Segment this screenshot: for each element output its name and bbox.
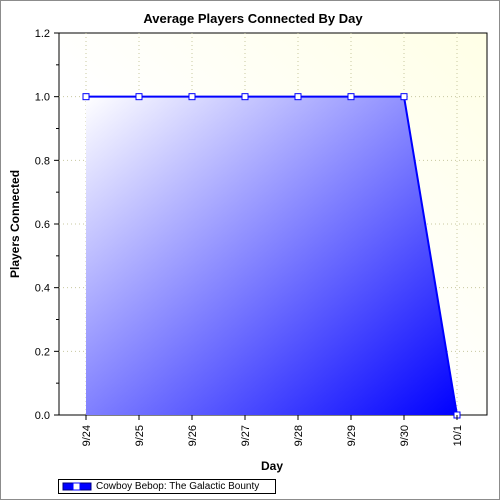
legend-label: Cowboy Bebop: The Galactic Bounty <box>96 481 260 492</box>
y-tick-label: 0.4 <box>35 283 50 295</box>
x-tick-label: 9/28 <box>293 425 305 446</box>
y-tick-label: 0.0 <box>35 410 50 422</box>
data-point-marker <box>82 93 90 101</box>
x-tick-label: 9/25 <box>134 425 146 446</box>
x-tick-label: 9/30 <box>399 425 411 446</box>
x-axis-label: Day <box>261 459 283 473</box>
data-point-marker <box>294 93 302 101</box>
x-tick-label: 9/24 <box>81 425 93 446</box>
y-tick-label: 0.2 <box>35 346 50 358</box>
x-axis-ticks: 9/24 9/25 9/26 9/27 9/28 9/29 9/30 10/1 <box>81 415 464 446</box>
legend-swatch-icon <box>62 482 92 491</box>
x-tick-label: 9/27 <box>240 425 252 446</box>
legend: Cowboy Bebop: The Galactic Bounty <box>58 479 276 494</box>
x-tick-label: 10/1 <box>452 425 464 446</box>
chart-title: Average Players Connected By Day <box>143 11 363 26</box>
series-markers <box>82 93 461 419</box>
data-point-marker <box>188 93 196 101</box>
series-area <box>86 96 457 416</box>
data-point-marker <box>400 93 408 101</box>
data-point-marker <box>241 93 249 101</box>
y-tick-label: 0.8 <box>35 155 50 167</box>
y-tick-label: 0.6 <box>35 219 50 231</box>
y-axis-label: Players Connected <box>8 170 22 278</box>
y-axis-ticks: 0.0 0.2 0.4 0.6 0.8 1.0 1.2 <box>35 28 59 422</box>
y-tick-label: 1.0 <box>35 92 50 104</box>
series-line <box>86 95 458 416</box>
x-tick-label: 9/26 <box>187 425 199 446</box>
y-tick-label: 1.2 <box>35 28 50 40</box>
data-point-marker <box>347 93 355 101</box>
data-point-marker <box>135 93 143 101</box>
x-tick-label: 9/29 <box>346 425 358 446</box>
